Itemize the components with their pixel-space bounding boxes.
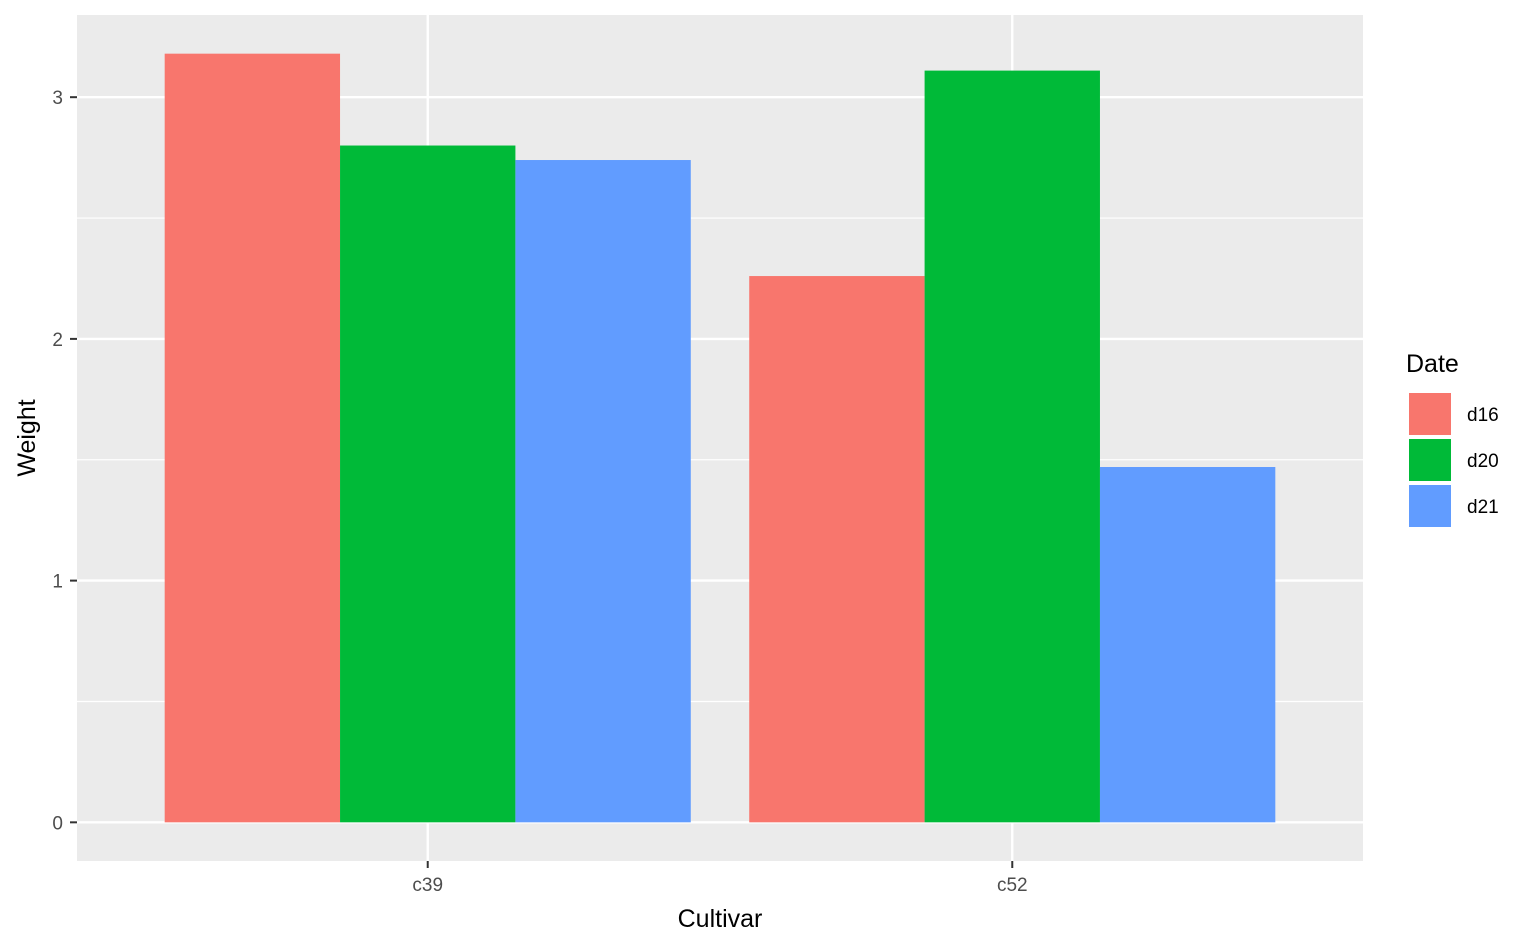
- legend-title: Date: [1406, 350, 1459, 378]
- legend-swatch-d20: [1409, 439, 1451, 481]
- y-tick-label: 2: [52, 330, 63, 351]
- x-tick-label: c52: [997, 875, 1028, 896]
- y-tick-label: 1: [52, 572, 63, 593]
- legend-label-d16: d16: [1467, 405, 1499, 426]
- bar-d16-c52: [749, 276, 925, 823]
- legend: Date d16 d20 d21: [1406, 350, 1499, 529]
- y-tick-label: 0: [52, 813, 63, 834]
- y-axis-title: Weight: [13, 399, 41, 476]
- bar-d21-c52: [1099, 467, 1276, 823]
- bars: [164, 53, 1276, 823]
- y-tick-label: 3: [52, 88, 63, 109]
- bar-d16-c39: [164, 53, 341, 823]
- bar-d20-c52: [924, 70, 1100, 823]
- x-axis: c39 c52: [412, 861, 1028, 896]
- bar-d21-c39: [515, 160, 691, 823]
- legend-swatch-d16: [1409, 393, 1451, 435]
- x-axis-title: Cultivar: [678, 905, 763, 933]
- legend-swatch-d21: [1409, 485, 1451, 527]
- bar-d20-c39: [340, 145, 516, 823]
- legend-label-d21: d21: [1467, 497, 1499, 518]
- y-axis: 0 1 2 3: [52, 88, 77, 834]
- x-tick-label: c39: [412, 875, 443, 896]
- legend-label-d20: d20: [1467, 451, 1499, 472]
